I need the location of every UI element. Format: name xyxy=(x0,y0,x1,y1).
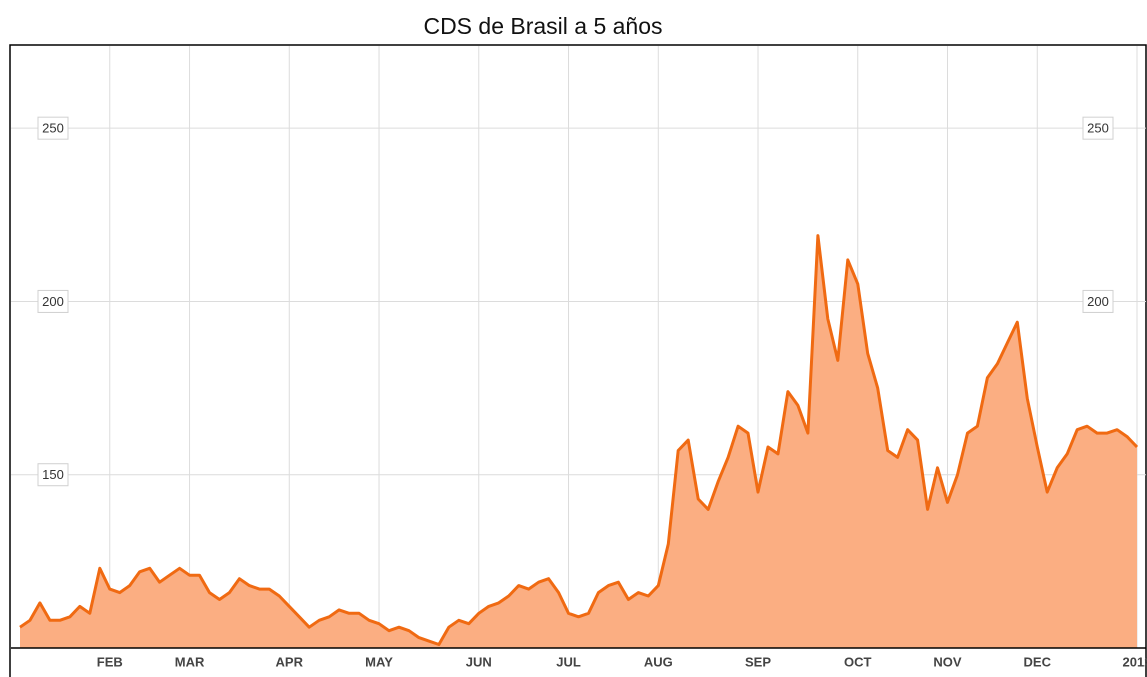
y-tick-box xyxy=(1082,289,1114,313)
area-fill xyxy=(20,235,1137,648)
x-tick-label: JUN xyxy=(466,654,492,669)
line xyxy=(19,234,1139,646)
y-tick-label: 200 xyxy=(42,294,64,309)
y-tick-box xyxy=(37,116,69,140)
y-tick-box xyxy=(37,289,69,313)
x-tick-label: NOV xyxy=(933,654,962,669)
chart-title: CDS de Brasil a 5 años xyxy=(423,13,662,39)
x-tick-label: MAR xyxy=(175,654,205,669)
x-tick-label: FEB xyxy=(97,654,123,669)
x-tick-label: JUL xyxy=(556,654,581,669)
x-tick-label: SEP xyxy=(745,654,771,669)
x-tick-label: DEC xyxy=(1024,654,1052,669)
y-tick-label: 200 xyxy=(1087,294,1109,309)
y-tick-box xyxy=(1082,116,1114,140)
x-tick-label: APR xyxy=(276,654,304,669)
x-tick-label: OCT xyxy=(844,654,872,669)
y-tick-label: 250 xyxy=(42,121,64,136)
x-tick-label: MAY xyxy=(365,654,393,669)
x-tick-label: 2012 xyxy=(1123,654,1147,669)
y-tick-label: 250 xyxy=(1087,121,1109,136)
y-tick-box xyxy=(37,463,69,487)
y-tick-label: 150 xyxy=(42,467,64,482)
x-tick-label: AUG xyxy=(644,654,673,669)
